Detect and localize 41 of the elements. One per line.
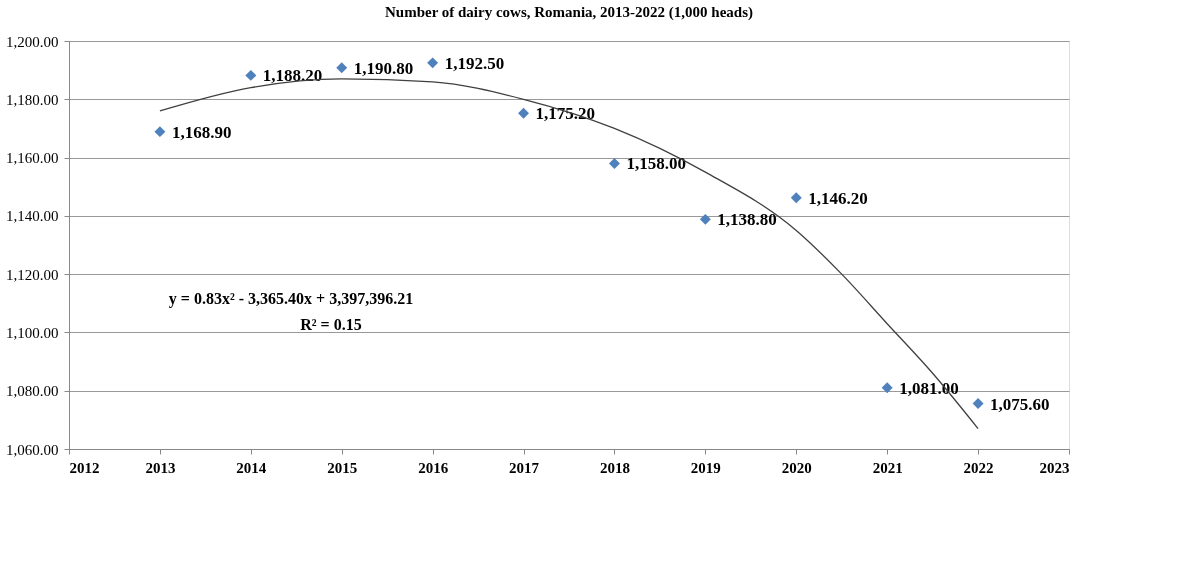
y-tick-label: 1,120.00 [6, 266, 59, 283]
x-tick-label: 2022 [963, 459, 994, 476]
y-tick-label: 1,100.00 [6, 324, 59, 341]
x-tick-label: 2019 [690, 459, 721, 476]
data-label: 1,075.60 [990, 394, 1050, 414]
data-label: 1,168.90 [171, 122, 232, 142]
y-tick-label: 1,200.00 [6, 33, 59, 50]
x-tick-label: 2017 [509, 459, 540, 476]
x-tick-label: 2014 [236, 459, 267, 476]
x-tick-label: 2012 [69, 459, 100, 476]
annotation: y = 0.83x² - 3,365.40x + 3,397,396.21 [168, 290, 414, 308]
data-label: 1,138.80 [717, 210, 777, 230]
point [608, 157, 620, 169]
point [518, 107, 530, 119]
point [336, 62, 348, 74]
point [881, 382, 893, 394]
y-tick-label: 1,160.00 [6, 150, 59, 167]
data-label: 1,190.80 [353, 58, 414, 78]
chart-title: Number of dairy cows, Romania, 2013-2022 (1,000 heads) [384, 4, 754, 21]
annotation: R² = 0.15 [300, 316, 362, 333]
x-tick-label: 2013 [145, 459, 176, 476]
data-label: 1,192.50 [444, 53, 505, 73]
y-tick-label: 1,180.00 [6, 91, 59, 108]
data-label: 1,146.20 [808, 188, 868, 208]
x-tick-label: 2021 [872, 459, 903, 476]
y-tick-label: 1,060.00 [6, 441, 59, 458]
point [427, 57, 439, 69]
data-label: 1,158.00 [626, 154, 686, 174]
x-tick-label: 2020 [781, 459, 812, 476]
x-tick-label: 2018 [599, 459, 630, 476]
x-tick-label: 2015 [327, 459, 358, 476]
point [699, 213, 711, 225]
point [154, 126, 166, 138]
x-tick-label: 2016 [418, 459, 449, 476]
y-tick-label: 1,140.00 [6, 208, 59, 225]
point [972, 398, 984, 410]
data-label: 1,188.20 [262, 66, 323, 86]
point [245, 69, 257, 81]
y-tick-label: 1,080.00 [6, 383, 59, 400]
point [790, 192, 802, 204]
x-tick-label: 2023 [1039, 459, 1070, 476]
